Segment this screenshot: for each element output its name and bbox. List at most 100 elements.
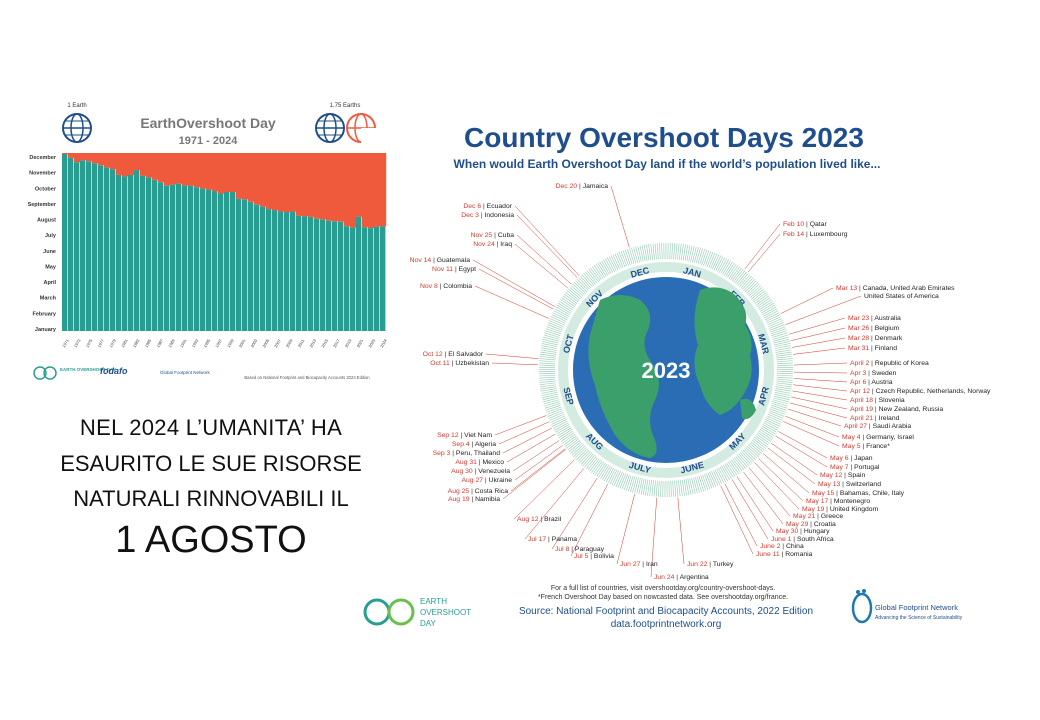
day-tick [551, 314, 567, 322]
biocapacity-bar [200, 188, 206, 331]
day-tick [576, 448, 588, 461]
day-tick [585, 271, 596, 285]
day-tick [738, 453, 750, 467]
biocapacity-bar [92, 163, 98, 331]
biocapacity-bar [218, 193, 224, 331]
country-label-text: Aug 19 | Namibia [448, 496, 500, 503]
day-tick [645, 479, 649, 496]
day-tick [731, 459, 741, 473]
day-tick [696, 476, 702, 492]
global-footprint-network-logo: Global Footprint Network Advancing the S… [851, 589, 963, 624]
day-tick [548, 320, 564, 328]
day-tick [761, 425, 776, 435]
country-label: Apr 12 | Czech Republic, Netherlands, No… [793, 384, 991, 395]
country-name: Finland [875, 345, 898, 352]
leader-line [791, 337, 846, 348]
earth-globe-icon [315, 113, 345, 143]
day-tick [679, 243, 682, 260]
day-tick [718, 467, 727, 483]
day-tick [768, 412, 784, 419]
day-tick [539, 362, 556, 365]
country-label-text: United States of America [864, 293, 939, 300]
day-tick [754, 436, 768, 448]
country-label-text: April 21 | Ireland [850, 415, 900, 422]
biocapacity-bar [158, 182, 164, 331]
day-tick [697, 248, 703, 264]
day-tick [770, 406, 786, 413]
day-tick [719, 466, 729, 482]
x-tick-label: 1993 [191, 337, 200, 348]
day-tick [573, 445, 586, 458]
country-label-text: Apr 3 | Sweden [850, 370, 897, 377]
day-tick [712, 470, 721, 486]
y-tick-label: March [40, 296, 57, 302]
day-tick [557, 427, 572, 437]
day-tick [776, 378, 793, 381]
leader-line [770, 442, 818, 476]
day-tick [750, 441, 764, 453]
country-name: Germany, Israel [866, 434, 914, 441]
day-tick [776, 374, 793, 377]
country-label-text: Jun 27 | Iran [620, 561, 658, 568]
day-tick [647, 479, 651, 496]
day-tick [674, 480, 677, 497]
day-tick [676, 480, 679, 497]
day-tick [633, 247, 638, 263]
day-tick [582, 453, 594, 467]
leader-line [514, 445, 563, 481]
day-tick [710, 253, 718, 269]
day-tick [539, 376, 556, 379]
country-label: May 4 | Germany, Israel [785, 415, 914, 441]
day-tick [759, 300, 773, 311]
biocapacity-bar [62, 153, 68, 331]
overshoot-bar [80, 153, 87, 161]
country-date: Jul 5 [574, 553, 589, 560]
day-tick [694, 476, 700, 493]
country-label-text: Oct 11 | Uzbekistan [430, 360, 489, 367]
overshoot-bar [356, 153, 363, 217]
overshoot-bar [296, 153, 303, 216]
overshoot-bar [104, 153, 111, 168]
day-tick [706, 251, 714, 267]
x-tick-label: 2011 [297, 338, 306, 349]
day-tick [700, 475, 707, 491]
earth-overshoot-day-logo-large: EARTH OVERSHOOT DAY [363, 597, 471, 628]
day-tick [734, 457, 745, 471]
country-date: Mar 31 [848, 345, 869, 352]
country-label: May 7 | Portugal [775, 435, 880, 471]
overshoot-bar [248, 153, 255, 202]
day-tick [660, 480, 662, 497]
country-name: France* [866, 443, 890, 450]
day-tick [546, 406, 562, 413]
country-date: May 17 [806, 498, 829, 505]
infographic-title: Country Overshoot Days 2023 [464, 122, 864, 153]
day-tick [740, 276, 752, 289]
day-tick [559, 300, 573, 311]
day-tick [694, 247, 699, 263]
day-tick [626, 248, 633, 265]
biocapacity-bar [260, 206, 266, 331]
day-tick [573, 282, 586, 294]
day-tick [762, 306, 777, 316]
day-tick [570, 285, 584, 297]
country-label-text: May 7 | Portugal [830, 464, 880, 471]
day-tick [734, 270, 746, 284]
headline-line-2: ESAURITO LE SUE RISORSE [60, 451, 362, 476]
day-tick [766, 316, 782, 324]
y-tick-label: October [35, 186, 57, 192]
country-date: Aug 31 [455, 459, 477, 466]
biocapacity-bar [128, 174, 134, 331]
country-label: April 18 | Slovenia [792, 390, 905, 404]
overshoot-bar [206, 153, 213, 190]
x-tick-label: 1973 [73, 337, 82, 348]
country-name: Turkey [713, 561, 734, 568]
day-tick [584, 454, 595, 468]
overshoot-bar [158, 153, 165, 183]
country-date: Nov 14 [410, 257, 432, 264]
overshoot-bar [182, 153, 189, 186]
x-tick-label: 2023 [367, 337, 376, 348]
day-tick [595, 263, 605, 278]
leader-line [510, 448, 566, 492]
overshoot-bar [170, 153, 177, 185]
day-tick [540, 347, 557, 351]
